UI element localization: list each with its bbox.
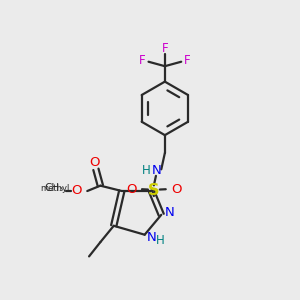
Text: CH₃: CH₃ xyxy=(45,183,64,193)
Text: H: H xyxy=(142,164,150,177)
Text: O: O xyxy=(126,183,136,196)
Text: H: H xyxy=(156,234,164,247)
Text: F: F xyxy=(139,54,146,67)
Text: N: N xyxy=(165,206,175,219)
Text: S: S xyxy=(148,183,160,198)
Text: methyl: methyl xyxy=(40,184,70,193)
Text: N: N xyxy=(146,231,156,244)
Text: N: N xyxy=(152,164,162,177)
Text: F: F xyxy=(184,54,190,67)
Text: F: F xyxy=(161,42,168,55)
Text: O: O xyxy=(89,156,100,169)
Text: O: O xyxy=(171,183,182,196)
Text: O: O xyxy=(71,184,82,197)
